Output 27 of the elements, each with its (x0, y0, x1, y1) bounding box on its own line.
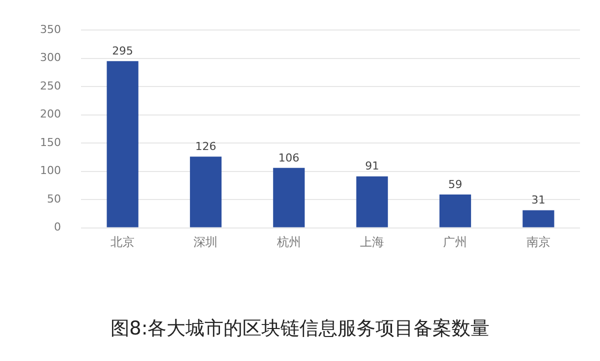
text: 图8:各大城市的区块链信息服务项目备案数量 (110, 318, 490, 340)
y-tick-label: 50 (46, 192, 61, 206)
data-label: 106 (278, 151, 300, 164)
y-tick-label: 350 (40, 22, 61, 36)
x-tick-label: 北京 (110, 235, 135, 250)
data-label: 59 (448, 178, 462, 191)
bar (273, 168, 305, 228)
y-tick-label: 300 (40, 51, 61, 64)
x-tick-label: 深圳 (194, 235, 218, 250)
y-tick-label: 150 (40, 136, 61, 149)
x-tick-label: 上海 (360, 235, 384, 250)
bar (522, 210, 554, 228)
data-label: 91 (365, 160, 380, 173)
bar (439, 194, 472, 228)
y-tick-label: 250 (40, 79, 61, 92)
data-label: 295 (112, 44, 134, 58)
data-label: 31 (531, 194, 546, 207)
x-tick-label: 杭州 (276, 235, 301, 250)
y-tick-label: 100 (40, 164, 61, 178)
bar (190, 156, 222, 228)
x-tick-label: 南京 (526, 235, 550, 250)
y-tick-label: 0 (54, 220, 61, 234)
bar (106, 61, 138, 228)
y-tick-label: 200 (40, 108, 61, 121)
x-tick-label: 广州 (443, 235, 468, 250)
data-label: 126 (195, 140, 216, 153)
bar (356, 176, 388, 228)
